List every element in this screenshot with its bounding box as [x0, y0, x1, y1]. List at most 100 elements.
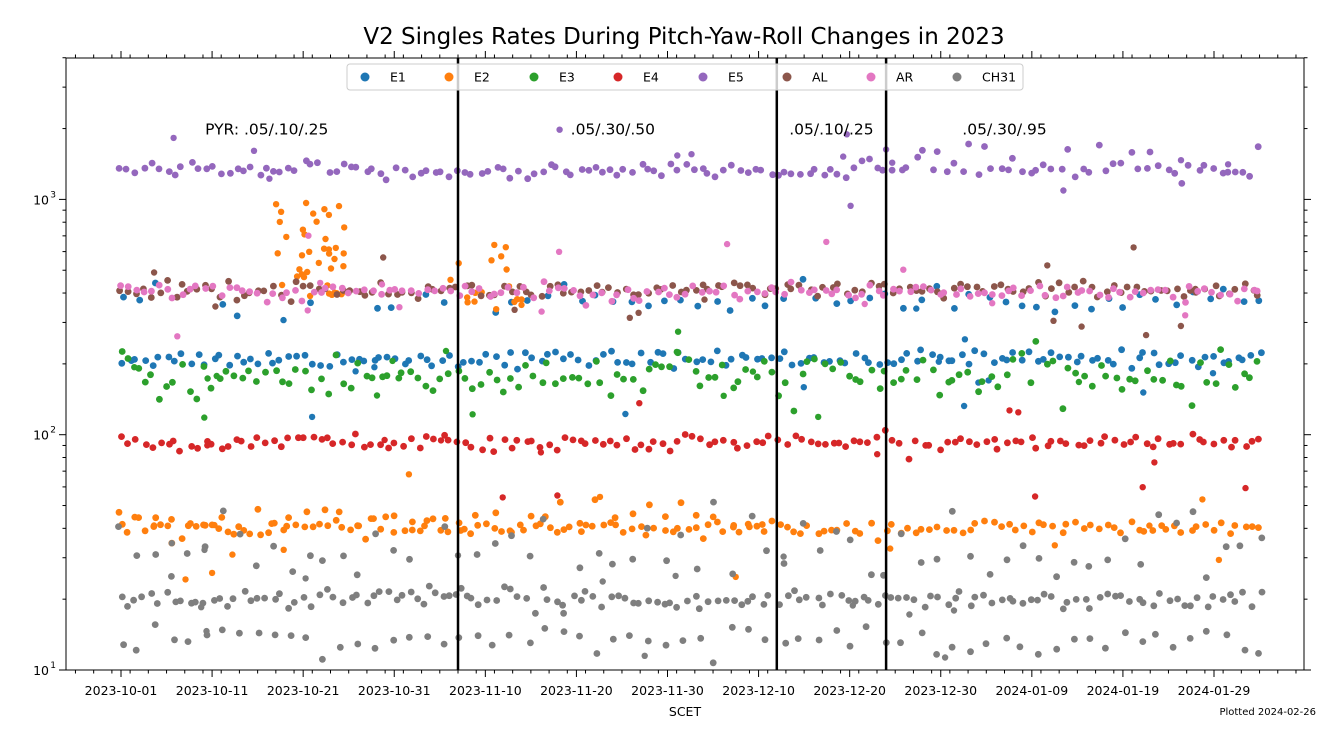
data-point — [120, 641, 127, 649]
data-point — [131, 436, 139, 443]
data-point — [1081, 372, 1088, 380]
data-point — [630, 294, 637, 302]
data-point — [230, 530, 238, 538]
data-point — [467, 594, 475, 602]
data-point — [1057, 437, 1064, 445]
data-point — [1126, 375, 1134, 383]
data-point — [390, 547, 397, 554]
data-point — [163, 383, 171, 390]
data-point — [1152, 630, 1159, 638]
data-point — [124, 283, 132, 290]
data-point — [537, 449, 545, 456]
data-point — [391, 286, 399, 293]
data-point — [1077, 352, 1085, 360]
data-point — [306, 248, 313, 255]
data-point — [574, 356, 582, 364]
data-point — [513, 593, 521, 600]
data-point — [1028, 528, 1036, 536]
data-point — [1210, 353, 1217, 360]
data-point — [445, 592, 453, 600]
data-point — [1018, 302, 1026, 310]
data-point — [569, 436, 577, 444]
data-point — [1207, 295, 1215, 303]
data-point — [833, 170, 841, 178]
data-point — [284, 164, 292, 172]
data-point — [1200, 285, 1208, 292]
data-point — [943, 527, 950, 534]
data-point — [290, 599, 298, 606]
data-point — [552, 348, 559, 356]
data-point — [247, 597, 255, 605]
data-point — [1188, 402, 1196, 409]
data-point — [1011, 526, 1019, 534]
data-point — [856, 530, 864, 537]
data-point — [1217, 519, 1225, 527]
data-point — [377, 441, 384, 449]
data-point — [815, 594, 823, 602]
data-point — [706, 287, 713, 295]
data-point — [140, 288, 148, 296]
data-point — [989, 300, 996, 307]
data-point — [933, 148, 941, 156]
data-point — [287, 632, 295, 639]
data-point — [930, 366, 937, 374]
data-point — [1004, 439, 1011, 447]
data-point — [1128, 149, 1136, 156]
data-point — [1225, 361, 1233, 368]
data-point — [897, 375, 905, 383]
data-point — [292, 287, 299, 294]
data-point — [1227, 591, 1234, 599]
data-point — [340, 263, 347, 270]
data-point — [784, 441, 792, 448]
x-tick-label: 2023-11-30 — [631, 683, 704, 698]
x-tick-label: 2023-11-10 — [449, 683, 522, 698]
data-point — [1189, 430, 1197, 438]
data-point — [429, 387, 437, 394]
data-point — [1050, 317, 1057, 324]
data-point — [636, 400, 643, 407]
data-point — [606, 437, 614, 445]
data-point — [1202, 627, 1210, 635]
data-point — [965, 140, 972, 148]
data-point — [176, 447, 183, 455]
data-point — [1159, 376, 1166, 384]
data-point — [287, 298, 295, 305]
data-point — [642, 531, 650, 539]
data-point — [1178, 180, 1186, 187]
data-point — [873, 433, 881, 441]
data-point — [361, 292, 369, 299]
data-point — [1155, 511, 1163, 519]
data-point — [1248, 523, 1256, 530]
data-point — [1082, 596, 1090, 603]
data-point — [955, 371, 963, 379]
data-point — [209, 282, 217, 290]
data-point — [285, 604, 292, 612]
data-point — [511, 306, 518, 313]
data-point — [208, 569, 216, 577]
data-point — [964, 368, 972, 376]
data-point — [352, 287, 360, 295]
data-point — [491, 540, 499, 547]
data-point — [302, 575, 309, 582]
data-point — [147, 294, 155, 301]
data-point — [1047, 593, 1055, 600]
data-point — [301, 523, 309, 531]
data-point — [613, 441, 621, 449]
data-point — [1240, 285, 1248, 293]
data-point — [1169, 440, 1177, 447]
data-point — [645, 302, 652, 310]
data-point — [719, 528, 727, 535]
data-point — [327, 265, 335, 272]
data-point — [1051, 542, 1059, 549]
data-point — [613, 291, 620, 299]
data-point — [298, 252, 306, 259]
data-point — [652, 361, 659, 368]
data-point — [461, 169, 469, 176]
data-point — [218, 445, 226, 453]
data-point — [329, 283, 337, 291]
data-point — [1063, 283, 1071, 291]
data-point — [148, 590, 156, 597]
data-point — [553, 528, 561, 536]
data-point — [661, 284, 668, 292]
